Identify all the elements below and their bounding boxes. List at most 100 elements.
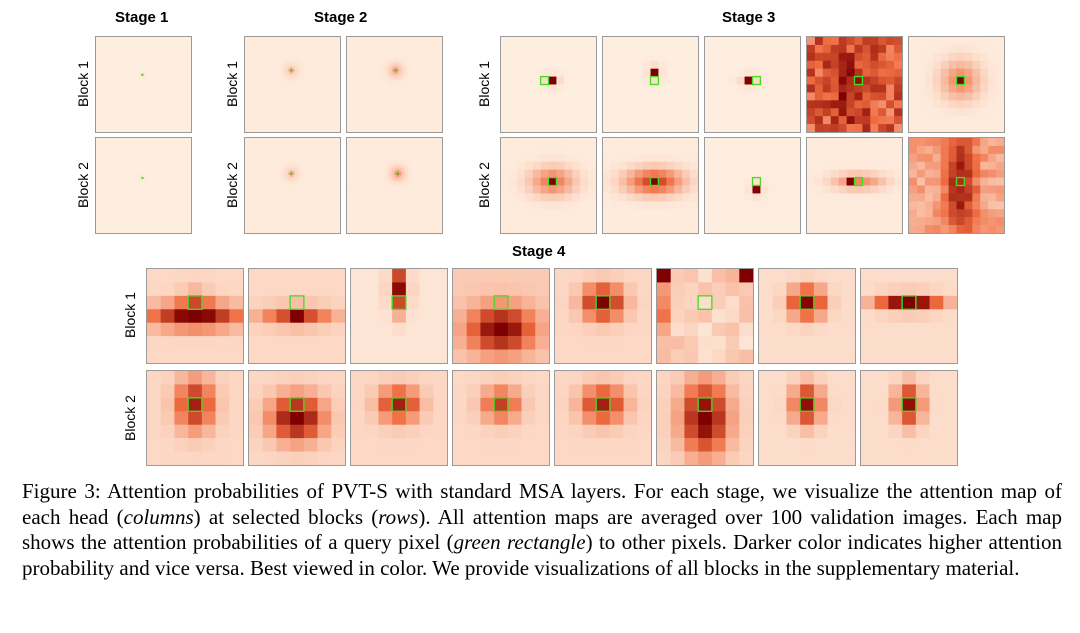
attention-cell: [152, 39, 155, 42]
attention-cell: [115, 168, 118, 171]
attention-cell: [137, 228, 140, 232]
attention-cell: [134, 88, 138, 92]
attention-cell: [158, 200, 162, 204]
attention-cell: [160, 215, 164, 219]
attention-cell: [113, 88, 116, 92]
attention-cell: [311, 84, 315, 87]
attention-cell: [126, 110, 129, 113]
attention-cell: [324, 67, 328, 70]
attention-cell: [106, 140, 110, 143]
attention-cell: [160, 183, 164, 186]
attention-cell: [128, 140, 131, 143]
attention-cell: [307, 69, 311, 72]
attention-cell: [182, 194, 185, 197]
attention-cell: [175, 211, 179, 214]
attention-cell: [111, 39, 114, 42]
attention-cell: [262, 60, 265, 64]
attention-cell: [327, 86, 330, 90]
attention-cell: [104, 69, 108, 72]
attention-cell: [98, 73, 101, 77]
attention-cell: [331, 45, 334, 49]
attention-cell: [180, 62, 183, 66]
attention-cell: [180, 166, 183, 169]
attention-cell: [264, 69, 267, 72]
attention-cell: [249, 60, 252, 64]
attention-cell: [104, 86, 108, 90]
attention-cell: [173, 144, 177, 147]
attention-cell: [337, 80, 340, 83]
attention-cell: [331, 58, 334, 62]
attention-cell: [106, 226, 110, 229]
attention-cell: [117, 176, 121, 180]
attention-cell: [104, 146, 108, 150]
attention-cell: [156, 62, 159, 66]
attention-cell: [102, 144, 105, 147]
attention-cell: [102, 54, 105, 57]
attention-cell: [178, 215, 181, 219]
attention-cell: [126, 138, 129, 141]
attention-cell: [158, 170, 162, 173]
attention-cell: [188, 181, 191, 184]
attention-cell: [143, 187, 146, 191]
attention-cell: [158, 121, 162, 124]
attention-cell: [182, 73, 185, 77]
attention-cell: [104, 222, 108, 225]
attention-cell: [281, 67, 285, 70]
attention-cell: [182, 146, 185, 150]
attention-cell: [294, 67, 298, 70]
attention-cell: [290, 80, 293, 83]
attention-cell: [264, 80, 267, 83]
attention-cell: [156, 103, 159, 107]
attention-cell: [270, 73, 274, 77]
attention-cell: [162, 37, 166, 40]
attention-cell: [245, 80, 248, 83]
attention-cell: [160, 176, 164, 180]
attention-cell: [137, 75, 140, 79]
attention-cell: [145, 95, 149, 98]
attention-cell: [156, 168, 159, 171]
attention-cell: [130, 129, 133, 132]
attention-cell: [167, 41, 170, 44]
attention-cell: [182, 97, 185, 100]
attention-cell: [316, 73, 319, 77]
attention-cell: [128, 58, 131, 62]
attention-cell: [104, 125, 108, 128]
attention-cell: [307, 49, 311, 53]
attention-cell: [307, 78, 311, 81]
attention-cell: [264, 65, 267, 68]
attention-cell: [188, 129, 191, 132]
attention-cell: [147, 211, 151, 214]
attention-cell: [154, 211, 157, 214]
attention-cell: [145, 138, 149, 141]
attention-cell: [145, 129, 149, 132]
attention-cell: [137, 101, 140, 105]
attention-cell: [147, 174, 151, 178]
attention-cell: [121, 204, 125, 208]
attention-cell: [152, 90, 155, 94]
attention-cell: [292, 75, 295, 79]
attention-cell: [96, 144, 99, 147]
attention-cell: [178, 228, 181, 232]
attention-cell: [178, 222, 181, 225]
attention-cell: [132, 222, 136, 225]
attention-cell: [327, 69, 330, 72]
attention-cell: [165, 209, 168, 212]
attention-cell: [98, 103, 101, 107]
attention-cell: [337, 71, 340, 74]
attention-cell: [260, 47, 263, 51]
attention-cell: [162, 93, 166, 96]
attention-cell: [160, 54, 164, 57]
attention-cell: [100, 88, 103, 92]
attention-cell: [126, 75, 129, 79]
attention-cell: [149, 224, 153, 227]
attention-cell: [115, 194, 118, 197]
attention-cell: [104, 101, 108, 105]
attention-cell: [160, 194, 164, 197]
attention-cell: [281, 78, 285, 81]
attention-cell: [156, 157, 159, 160]
attention-cell: [180, 215, 183, 219]
attention-cell: [288, 75, 291, 79]
attention-cell: [100, 123, 103, 126]
attention-cell: [121, 37, 125, 40]
attention-cell: [139, 153, 142, 156]
